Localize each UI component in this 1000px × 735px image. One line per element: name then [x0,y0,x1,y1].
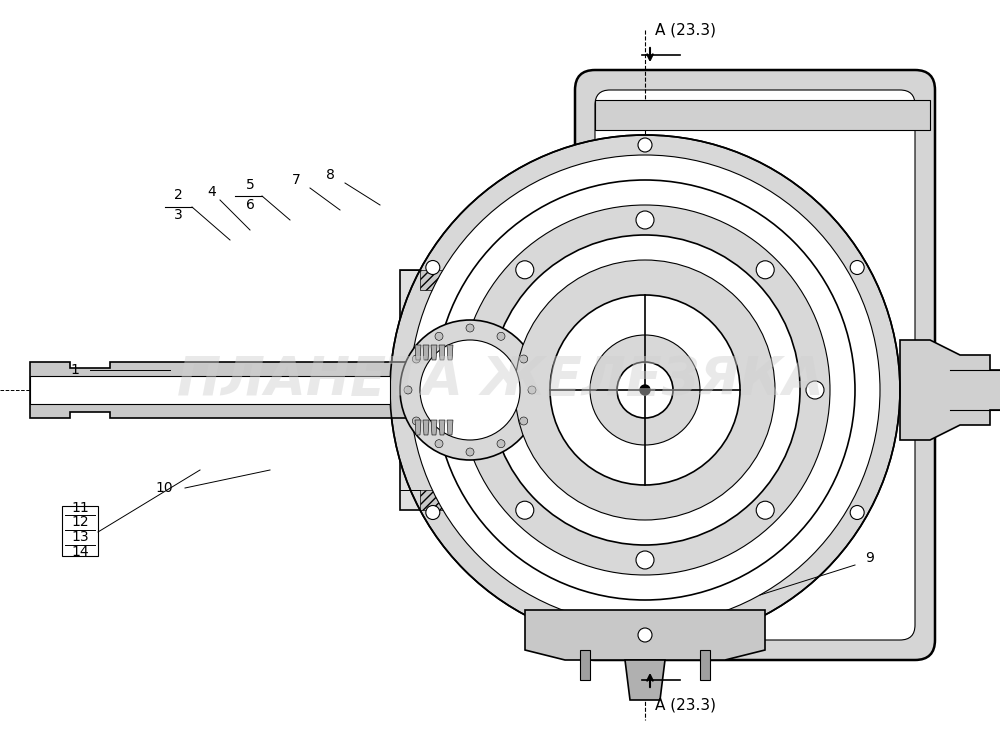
Circle shape [590,335,700,445]
Circle shape [497,332,505,340]
Text: 4: 4 [208,185,216,199]
Text: 6: 6 [246,198,254,212]
Text: 12: 12 [71,515,89,529]
Polygon shape [439,345,445,360]
Polygon shape [431,420,437,435]
Text: A (23.3): A (23.3) [655,23,716,37]
Text: 14: 14 [71,545,89,559]
Circle shape [850,260,864,274]
Text: 3: 3 [174,208,182,222]
Text: 2: 2 [174,188,182,202]
Circle shape [466,448,474,456]
Polygon shape [400,270,610,290]
Text: 11: 11 [71,501,89,515]
Circle shape [638,628,652,642]
Circle shape [516,501,534,519]
Circle shape [520,355,528,363]
Circle shape [404,386,412,394]
Circle shape [410,155,880,625]
Circle shape [756,261,774,279]
Bar [580,650,590,680]
Circle shape [460,205,830,575]
Polygon shape [400,270,640,510]
Polygon shape [595,100,930,130]
Circle shape [550,295,740,485]
Circle shape [435,180,855,600]
Text: 8: 8 [326,168,334,182]
Circle shape [490,235,800,545]
Circle shape [638,138,652,152]
Polygon shape [415,345,421,360]
Text: A (23.3): A (23.3) [655,698,716,712]
Polygon shape [900,340,1000,440]
Circle shape [420,340,520,440]
Circle shape [850,506,864,520]
Circle shape [528,386,536,394]
FancyBboxPatch shape [575,70,935,660]
Circle shape [412,417,420,425]
Text: ПЛАНЕТА ЖЕЛЕЗЯКА: ПЛАНЕТА ЖЕЛЕЗЯКА [177,354,823,406]
Circle shape [806,381,824,399]
Circle shape [426,506,440,520]
Polygon shape [431,345,437,360]
Bar [62,506,98,556]
Polygon shape [30,376,390,404]
Circle shape [636,551,654,569]
Polygon shape [30,362,410,418]
Circle shape [617,362,673,418]
Polygon shape [447,420,453,435]
Circle shape [426,260,440,274]
Circle shape [466,324,474,332]
Text: 5: 5 [246,178,254,192]
Circle shape [412,355,420,363]
Circle shape [636,211,654,229]
Text: 7: 7 [292,173,300,187]
Circle shape [520,417,528,425]
Polygon shape [447,345,453,360]
Polygon shape [439,420,445,435]
Polygon shape [420,290,620,490]
Circle shape [400,320,540,460]
Circle shape [497,440,505,448]
Bar [700,650,710,680]
Polygon shape [525,610,765,660]
Circle shape [515,260,775,520]
Polygon shape [415,420,421,435]
Text: 9: 9 [866,551,874,565]
Circle shape [640,385,650,395]
Circle shape [466,381,484,399]
FancyBboxPatch shape [595,90,915,640]
Circle shape [435,440,443,448]
Text: 1: 1 [71,363,79,377]
Circle shape [435,332,443,340]
Polygon shape [423,420,429,435]
Circle shape [390,135,900,645]
Text: 10: 10 [155,481,173,495]
Text: 13: 13 [71,530,89,544]
Circle shape [516,261,534,279]
Polygon shape [400,490,610,510]
Polygon shape [423,345,429,360]
Circle shape [756,501,774,519]
Polygon shape [625,660,665,700]
